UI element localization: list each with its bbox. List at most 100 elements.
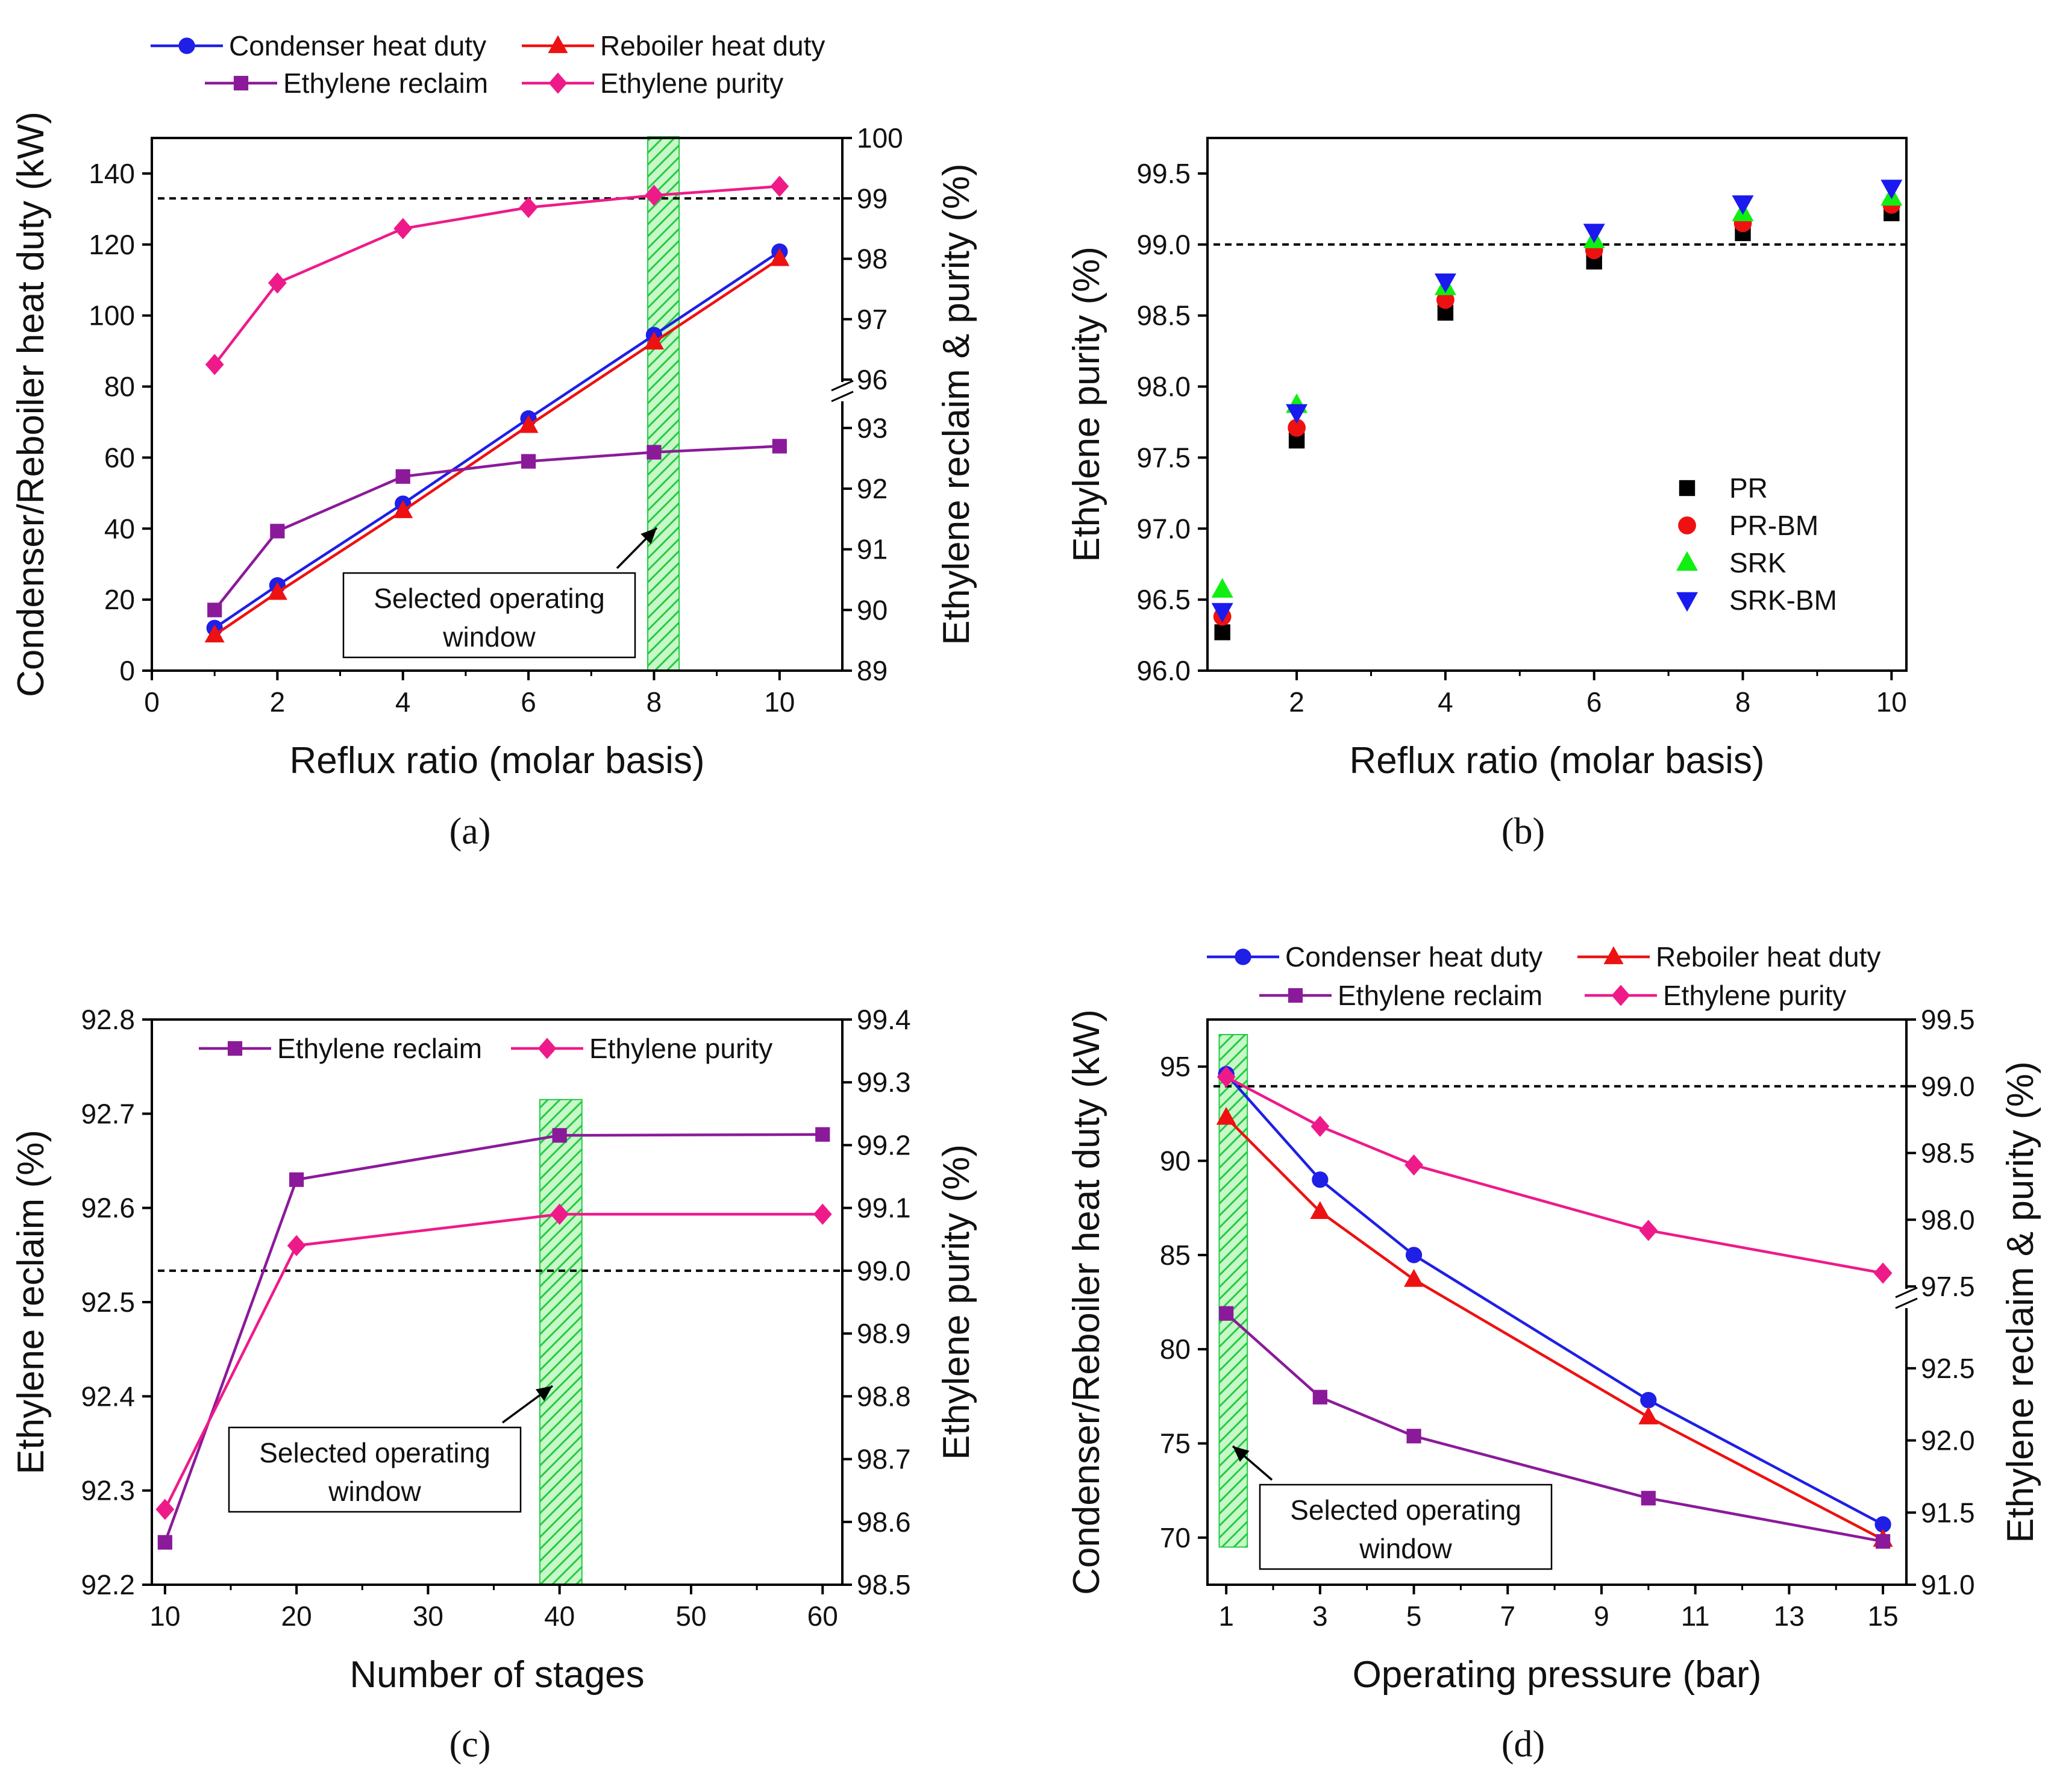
y-tick-label: 92.6 bbox=[81, 1192, 135, 1224]
x-axis-label: Number of stages bbox=[349, 1654, 644, 1696]
y2-tick-label: 97.5 bbox=[1921, 1271, 1975, 1302]
y2-tick-label: 98.7 bbox=[857, 1444, 911, 1475]
legend-marker bbox=[233, 75, 249, 91]
legend-marker bbox=[1603, 946, 1624, 965]
data-point bbox=[155, 1499, 175, 1520]
y-tick-label: 92.8 bbox=[81, 1004, 135, 1035]
legend-item: Reboiler heat duty bbox=[1577, 941, 1880, 973]
y-tick-label: 92.2 bbox=[81, 1569, 135, 1600]
y2-tick-label: 98.5 bbox=[1921, 1138, 1975, 1169]
legend-label: Ethylene reclaim bbox=[1338, 980, 1542, 1011]
series-line bbox=[163, 1212, 823, 1510]
panel-label: (a) bbox=[449, 811, 491, 852]
legend-label: Ethylene reclaim bbox=[277, 1033, 482, 1064]
legend-label: Condenser heat duty bbox=[229, 30, 486, 61]
x-tick-label: 20 bbox=[281, 1600, 312, 1632]
data-point bbox=[1211, 578, 1233, 598]
y2-tick-label: 97 bbox=[857, 304, 888, 335]
data-point bbox=[1219, 1306, 1234, 1321]
data-point bbox=[204, 624, 225, 643]
y2-tick-label: 99.0 bbox=[857, 1255, 911, 1286]
y-tick-label: 120 bbox=[89, 229, 135, 260]
y-tick-label: 0 bbox=[119, 655, 135, 686]
legend-label: Ethylene purity bbox=[1663, 980, 1846, 1011]
data-point bbox=[1436, 290, 1455, 309]
y2-tick-label: 100 bbox=[857, 122, 903, 154]
plot-frame bbox=[151, 137, 844, 672]
data-point bbox=[550, 1203, 569, 1225]
y-tick-label: 92.5 bbox=[81, 1286, 135, 1318]
data-point bbox=[644, 331, 664, 349]
panel-b: 2 4 6 8 10 96.0 96.5 97.0 97.5 98.0 98.5 99.0 99.5 Re… bbox=[1066, 137, 1908, 852]
legend-item: SRK-BM bbox=[1676, 584, 1837, 616]
legend-marker bbox=[537, 1038, 557, 1059]
data-point bbox=[268, 272, 287, 294]
panel-label: (b) bbox=[1502, 811, 1545, 852]
annotation-arrowhead bbox=[1233, 1446, 1250, 1462]
data-point bbox=[769, 248, 790, 266]
x-axis-label: Reflux ratio (molar basis) bbox=[1349, 740, 1764, 782]
data-point bbox=[393, 218, 413, 239]
data-point bbox=[518, 415, 539, 433]
data-point bbox=[1640, 1391, 1657, 1409]
data-point bbox=[1732, 195, 1754, 215]
x-tick-label: 60 bbox=[807, 1600, 838, 1632]
y-tick-label: 70 bbox=[1160, 1522, 1191, 1553]
x-tick-label: 1 bbox=[1218, 1600, 1234, 1632]
panel-c: 10 20 30 40 50 60 92.2 92.3 92.4 92.5 92.6 92.7 92.8… bbox=[10, 1004, 977, 1765]
y2-tick-label: 91.5 bbox=[1921, 1497, 1975, 1528]
data-point bbox=[287, 1235, 306, 1256]
series-ethylene-purity bbox=[205, 175, 789, 375]
annotation-text: Selected operating bbox=[1290, 1494, 1521, 1526]
data-point bbox=[772, 439, 787, 454]
annotation-arrowhead bbox=[535, 1386, 553, 1402]
data-point bbox=[1875, 1534, 1891, 1549]
data-point bbox=[157, 1535, 172, 1550]
y2-tick-label: 99 bbox=[857, 183, 888, 214]
data-point bbox=[1312, 1389, 1327, 1405]
x-tick-label: 9 bbox=[1594, 1600, 1609, 1632]
legend-item: Ethylene reclaim bbox=[199, 1033, 482, 1064]
x-tick-label: 6 bbox=[1586, 686, 1602, 718]
legend-label: Reboiler heat duty bbox=[600, 30, 825, 61]
y-tick-label: 20 bbox=[104, 584, 135, 615]
data-point bbox=[395, 469, 410, 484]
legend-item: Ethylene purity bbox=[1585, 980, 1846, 1011]
annotation-text: window bbox=[1359, 1533, 1452, 1564]
x-axis-label: Reflux ratio (molar basis) bbox=[289, 740, 704, 782]
y2-tick-label: 90 bbox=[857, 594, 888, 625]
data-point bbox=[770, 175, 789, 197]
legend-label: PR bbox=[1729, 472, 1768, 504]
x-tick-label: 10 bbox=[764, 686, 795, 718]
panel-label: (c) bbox=[449, 1724, 491, 1765]
y2-tick-label: 89 bbox=[857, 655, 888, 686]
legend-label: Ethylene purity bbox=[600, 67, 783, 99]
x-tick-label: 7 bbox=[1500, 1600, 1515, 1632]
legend-marker bbox=[548, 72, 568, 94]
legend-marker bbox=[178, 37, 195, 54]
annotation-box bbox=[228, 1426, 522, 1513]
legend-item: Ethylene reclaim bbox=[205, 67, 488, 99]
x-tick-label: 5 bbox=[1406, 1600, 1422, 1632]
x-tick-label: 15 bbox=[1867, 1600, 1898, 1632]
y2-tick-label: 99.5 bbox=[1921, 1004, 1975, 1035]
y-tick-label: 90 bbox=[1160, 1145, 1191, 1177]
selected-window-band bbox=[647, 136, 680, 671]
data-point bbox=[1583, 224, 1605, 243]
y2-tick-label: 99.4 bbox=[857, 1004, 911, 1035]
series-line bbox=[1225, 1073, 1884, 1526]
x-tick-label: 30 bbox=[413, 1600, 443, 1632]
y2-tick-label: 99.1 bbox=[857, 1192, 911, 1224]
y2-tick-label: 99.3 bbox=[857, 1067, 911, 1098]
data-point bbox=[1406, 1429, 1421, 1444]
data-point bbox=[207, 603, 222, 618]
y2-tick-label: 99.0 bbox=[1921, 1071, 1975, 1102]
data-point bbox=[289, 1172, 304, 1187]
legend-label: Condenser heat duty bbox=[1285, 941, 1542, 973]
annotation-text: window bbox=[328, 1476, 421, 1507]
y2-tick-label: 92.5 bbox=[1921, 1353, 1975, 1384]
y-tick-label: 140 bbox=[89, 158, 135, 189]
data-point bbox=[647, 445, 662, 460]
y-axis-label: Condenser/Reboiler heat duty (kW) bbox=[1066, 1009, 1107, 1595]
